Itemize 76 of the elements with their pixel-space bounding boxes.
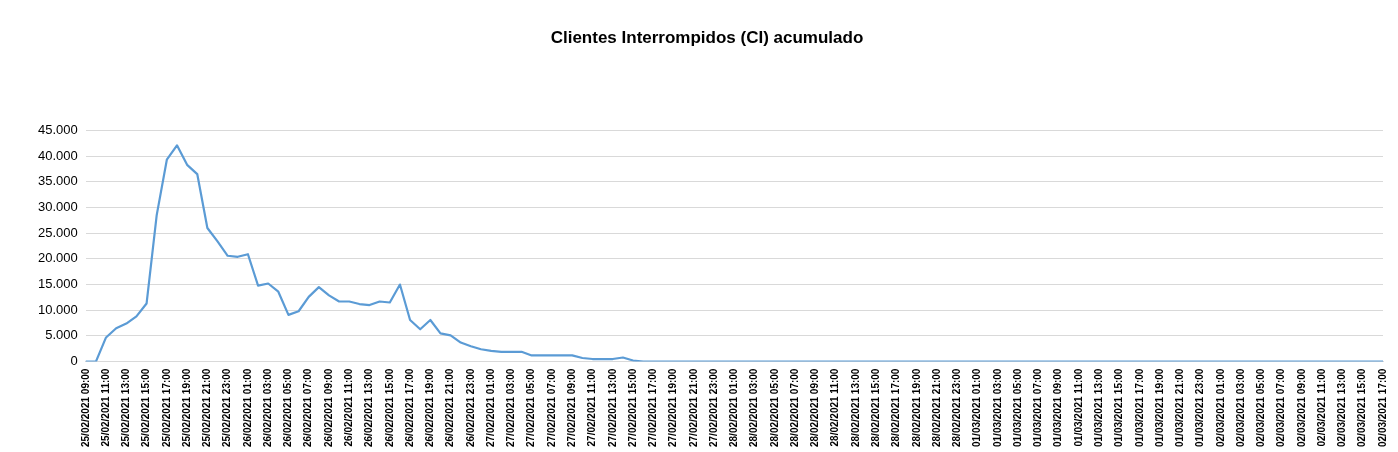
x-tick-label: 25/02/2021 17:00 bbox=[160, 368, 172, 447]
x-tick-label: 02/03/2021 05:00 bbox=[1255, 368, 1267, 447]
x-tick-label: 01/03/2021 01:00 bbox=[971, 368, 983, 447]
x-tick-label: 02/03/2021 17:00 bbox=[1376, 368, 1388, 447]
x-tick-label: 02/03/2021 11:00 bbox=[1315, 368, 1327, 447]
x-tick-label: 02/03/2021 13:00 bbox=[1336, 368, 1348, 447]
x-tick-label: 28/02/2021 01:00 bbox=[728, 368, 740, 447]
x-tick-label: 26/02/2021 21:00 bbox=[444, 368, 456, 447]
x-tick-label: 01/03/2021 15:00 bbox=[1113, 368, 1125, 447]
x-tick-label: 25/02/2021 21:00 bbox=[201, 368, 213, 447]
x-tick-label: 27/02/2021 13:00 bbox=[606, 368, 618, 447]
x-tick-label: 27/02/2021 09:00 bbox=[565, 368, 577, 447]
x-tick-label: 26/02/2021 13:00 bbox=[363, 368, 375, 447]
x-tick-label: 02/03/2021 15:00 bbox=[1356, 368, 1368, 447]
y-tick-label: 35.000 bbox=[38, 173, 78, 189]
x-tick-label: 28/02/2021 05:00 bbox=[768, 368, 780, 447]
x-tick-label: 27/02/2021 19:00 bbox=[667, 368, 679, 447]
y-tick-label: 5.000 bbox=[45, 327, 78, 343]
y-tick-label: 30.000 bbox=[38, 199, 78, 215]
x-tick-label: 26/02/2021 07:00 bbox=[302, 368, 314, 447]
x-tick-label: 01/03/2021 11:00 bbox=[1072, 368, 1084, 447]
x-tick-label: 28/02/2021 21:00 bbox=[930, 368, 942, 447]
x-tick-label: 27/02/2021 07:00 bbox=[545, 368, 557, 447]
x-tick-label: 28/02/2021 11:00 bbox=[829, 368, 841, 447]
x-tick-label: 27/02/2021 17:00 bbox=[647, 368, 659, 447]
x-tick-label: 28/02/2021 13:00 bbox=[849, 368, 861, 447]
x-tick-label: 25/02/2021 15:00 bbox=[140, 368, 152, 447]
x-tick-label: 01/03/2021 07:00 bbox=[1032, 368, 1044, 447]
x-tick-label: 01/03/2021 17:00 bbox=[1133, 368, 1145, 447]
x-tick-label: 25/02/2021 23:00 bbox=[221, 368, 233, 447]
y-tick-label: 0 bbox=[70, 353, 78, 369]
x-tick-label: 01/03/2021 09:00 bbox=[1052, 368, 1064, 447]
x-tick-label: 26/02/2021 05:00 bbox=[282, 368, 294, 447]
chart-title: Clientes Interrompidos (CI) acumulado bbox=[550, 27, 864, 47]
x-tick-label: 28/02/2021 15:00 bbox=[870, 368, 882, 447]
x-tick-label: 26/02/2021 03:00 bbox=[261, 368, 273, 447]
y-tick-label: 10.000 bbox=[38, 301, 78, 317]
x-tick-label: 02/03/2021 03:00 bbox=[1234, 368, 1246, 447]
x-tick-label: 01/03/2021 13:00 bbox=[1092, 368, 1104, 447]
x-tick-label: 27/02/2021 01:00 bbox=[484, 368, 496, 447]
x-tick-label: 26/02/2021 23:00 bbox=[464, 368, 476, 447]
x-tick-label: 27/02/2021 23:00 bbox=[707, 368, 719, 447]
x-tick-label: 28/02/2021 19:00 bbox=[910, 368, 922, 447]
x-tick-label: 26/02/2021 19:00 bbox=[424, 368, 436, 447]
x-tick-label: 28/02/2021 03:00 bbox=[748, 368, 760, 447]
x-tick-label: 26/02/2021 11:00 bbox=[343, 368, 355, 447]
x-tick-label: 01/03/2021 21:00 bbox=[1174, 368, 1186, 447]
x-tick-label: 01/03/2021 23:00 bbox=[1194, 368, 1206, 447]
x-tick-label: 26/02/2021 01:00 bbox=[241, 368, 253, 447]
y-tick-label: 20.000 bbox=[38, 250, 78, 266]
x-tick-label: 02/03/2021 09:00 bbox=[1295, 368, 1307, 447]
x-tick-label: 27/02/2021 05:00 bbox=[525, 368, 537, 447]
x-tick-label: 25/02/2021 11:00 bbox=[99, 368, 111, 447]
y-tick-label: 25.000 bbox=[38, 224, 78, 240]
x-tick-label: 28/02/2021 23:00 bbox=[951, 368, 963, 447]
x-tick-label: 28/02/2021 17:00 bbox=[890, 368, 902, 447]
x-tick-label: 25/02/2021 09:00 bbox=[79, 368, 91, 447]
x-tick-label: 28/02/2021 09:00 bbox=[809, 368, 821, 447]
x-tick-label: 25/02/2021 13:00 bbox=[120, 368, 132, 447]
x-tick-label: 01/03/2021 03:00 bbox=[991, 368, 1003, 447]
x-tick-label: 02/03/2021 01:00 bbox=[1214, 368, 1226, 447]
x-tick-label: 01/03/2021 05:00 bbox=[1011, 368, 1023, 447]
x-tick-label: 27/02/2021 11:00 bbox=[586, 368, 598, 447]
x-tick-label: 25/02/2021 19:00 bbox=[180, 368, 192, 447]
x-tick-label: 01/03/2021 19:00 bbox=[1153, 368, 1165, 447]
x-tick-label: 27/02/2021 15:00 bbox=[626, 368, 638, 447]
x-tick-label: 02/03/2021 07:00 bbox=[1275, 368, 1287, 447]
y-tick-label: 40.000 bbox=[38, 147, 78, 163]
y-tick-label: 45.000 bbox=[38, 121, 78, 137]
x-tick-label: 26/02/2021 09:00 bbox=[322, 368, 334, 447]
x-tick-label: 28/02/2021 07:00 bbox=[788, 368, 800, 447]
x-tick-label: 27/02/2021 03:00 bbox=[505, 368, 517, 447]
x-tick-label: 26/02/2021 17:00 bbox=[403, 368, 415, 447]
x-tick-label: 27/02/2021 21:00 bbox=[687, 368, 699, 447]
x-tick-label: 26/02/2021 15:00 bbox=[383, 368, 395, 447]
y-tick-label: 15.000 bbox=[38, 276, 78, 292]
